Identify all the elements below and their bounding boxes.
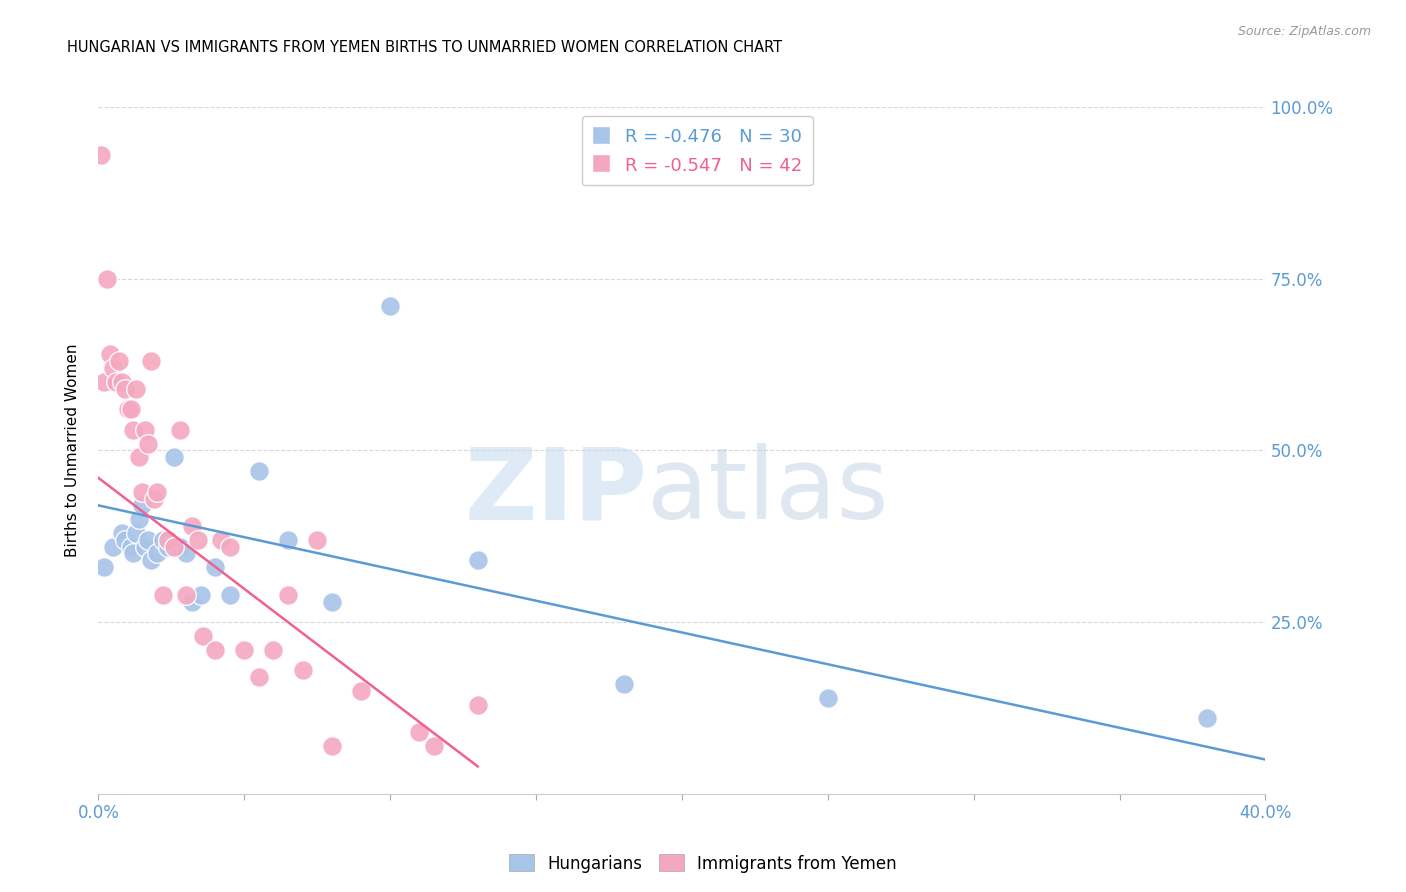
- Point: [467, 698, 489, 712]
- Point: [139, 553, 162, 567]
- Point: [817, 690, 839, 705]
- Point: [122, 546, 145, 561]
- Legend: R = -0.476   N = 30, R = -0.547   N = 42: R = -0.476 N = 30, R = -0.547 N = 42: [582, 116, 813, 186]
- Point: [467, 553, 489, 567]
- Point: [187, 533, 209, 547]
- Point: [114, 533, 136, 547]
- Point: [350, 683, 373, 698]
- Point: [125, 382, 148, 396]
- Point: [122, 423, 145, 437]
- Point: [93, 375, 115, 389]
- Point: [180, 594, 202, 608]
- Point: [101, 361, 124, 376]
- Point: [233, 642, 256, 657]
- Point: [209, 533, 232, 547]
- Point: [193, 629, 215, 643]
- Text: atlas: atlas: [647, 443, 889, 541]
- Point: [157, 540, 180, 554]
- Point: [169, 540, 191, 554]
- Point: [180, 519, 202, 533]
- Point: [125, 525, 148, 540]
- Point: [163, 540, 186, 554]
- Point: [136, 436, 159, 450]
- Point: [131, 484, 153, 499]
- Point: [247, 464, 270, 478]
- Point: [134, 540, 156, 554]
- Point: [93, 560, 115, 574]
- Point: [90, 148, 112, 162]
- Point: [146, 546, 169, 561]
- Point: [277, 533, 299, 547]
- Point: [174, 546, 197, 561]
- Point: [378, 299, 402, 313]
- Text: ZIP: ZIP: [464, 443, 647, 541]
- Point: [408, 725, 430, 739]
- Point: [163, 450, 186, 465]
- Point: [98, 347, 121, 361]
- Point: [262, 642, 284, 657]
- Point: [169, 423, 191, 437]
- Point: [111, 525, 134, 540]
- Point: [114, 382, 136, 396]
- Point: [1195, 711, 1218, 725]
- Point: [174, 588, 197, 602]
- Point: [134, 423, 156, 437]
- Point: [321, 594, 343, 608]
- Point: [117, 402, 139, 417]
- Point: [321, 739, 343, 753]
- Point: [136, 533, 159, 547]
- Text: Source: ZipAtlas.com: Source: ZipAtlas.com: [1237, 25, 1371, 38]
- Point: [142, 491, 165, 506]
- Point: [146, 484, 169, 499]
- Point: [152, 533, 174, 547]
- Point: [307, 533, 329, 547]
- Point: [120, 540, 142, 554]
- Point: [139, 354, 162, 368]
- Point: [120, 402, 142, 417]
- Point: [291, 663, 314, 677]
- Point: [204, 642, 226, 657]
- Point: [96, 271, 118, 285]
- Point: [128, 450, 150, 465]
- Point: [128, 512, 150, 526]
- Point: [131, 499, 153, 513]
- Text: HUNGARIAN VS IMMIGRANTS FROM YEMEN BIRTHS TO UNMARRIED WOMEN CORRELATION CHART: HUNGARIAN VS IMMIGRANTS FROM YEMEN BIRTH…: [67, 40, 783, 55]
- Point: [204, 560, 226, 574]
- Legend: Hungarians, Immigrants from Yemen: Hungarians, Immigrants from Yemen: [502, 847, 904, 880]
- Point: [152, 588, 174, 602]
- Y-axis label: Births to Unmarried Women: Births to Unmarried Women: [65, 343, 80, 558]
- Point: [104, 375, 127, 389]
- Point: [157, 533, 180, 547]
- Point: [218, 540, 240, 554]
- Point: [111, 375, 134, 389]
- Point: [101, 540, 124, 554]
- Point: [612, 677, 634, 691]
- Point: [423, 739, 446, 753]
- Point: [277, 588, 299, 602]
- Point: [108, 354, 131, 368]
- Point: [218, 588, 240, 602]
- Point: [247, 670, 270, 684]
- Point: [190, 588, 212, 602]
